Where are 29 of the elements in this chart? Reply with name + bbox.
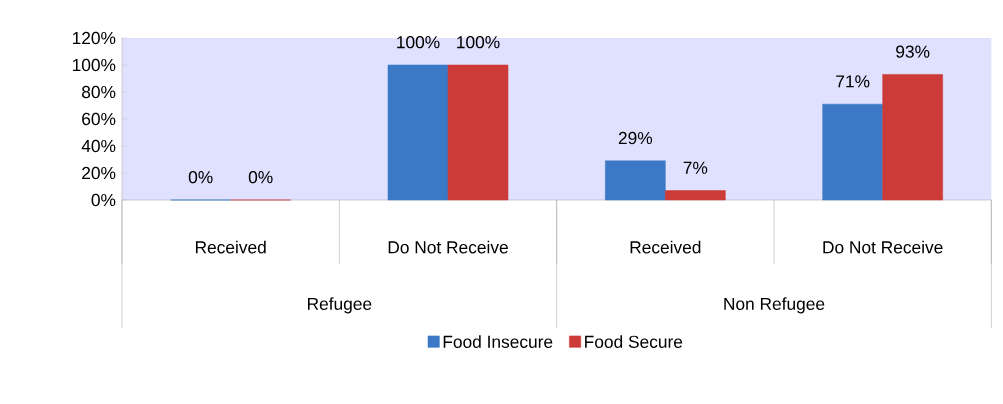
- x-tick-label: Received: [195, 240, 266, 254]
- bar: [665, 190, 726, 201]
- text: Refugee: [307, 297, 372, 314]
- data-label: 100%: [457, 36, 500, 49]
- y-tick-label: 120%: [72, 31, 116, 45]
- bar: [605, 160, 666, 201]
- bar: [447, 64, 509, 201]
- y-tick-label: 100%: [72, 58, 116, 72]
- x-tick-label: Do Not Receive: [823, 240, 943, 254]
- data-label: 100%: [397, 36, 440, 49]
- y-tick-label: 40%: [81, 139, 116, 153]
- data-label: 0%: [248, 171, 273, 184]
- x-tick-label: Received: [630, 240, 701, 254]
- y-tick-label: 80%: [82, 85, 116, 99]
- y-tick-label: 20%: [82, 166, 116, 180]
- bar: [387, 64, 449, 201]
- text: Non Refugee: [724, 297, 825, 314]
- data-label: 93%: [896, 45, 930, 58]
- data-label: 7%: [683, 161, 708, 174]
- legend-label: Food Insecure: [443, 335, 553, 348]
- bar: [882, 74, 943, 201]
- bar: [822, 103, 883, 201]
- x-tick-label: Do Not Receive: [388, 240, 508, 254]
- data-label: 29%: [618, 131, 653, 145]
- y-tick-label: 60%: [82, 112, 116, 126]
- data-label: 71%: [836, 75, 870, 88]
- data-label: 0%: [188, 171, 213, 184]
- legend-label: Food Secure: [585, 335, 683, 348]
- y-tick-label: 0%: [91, 193, 116, 207]
